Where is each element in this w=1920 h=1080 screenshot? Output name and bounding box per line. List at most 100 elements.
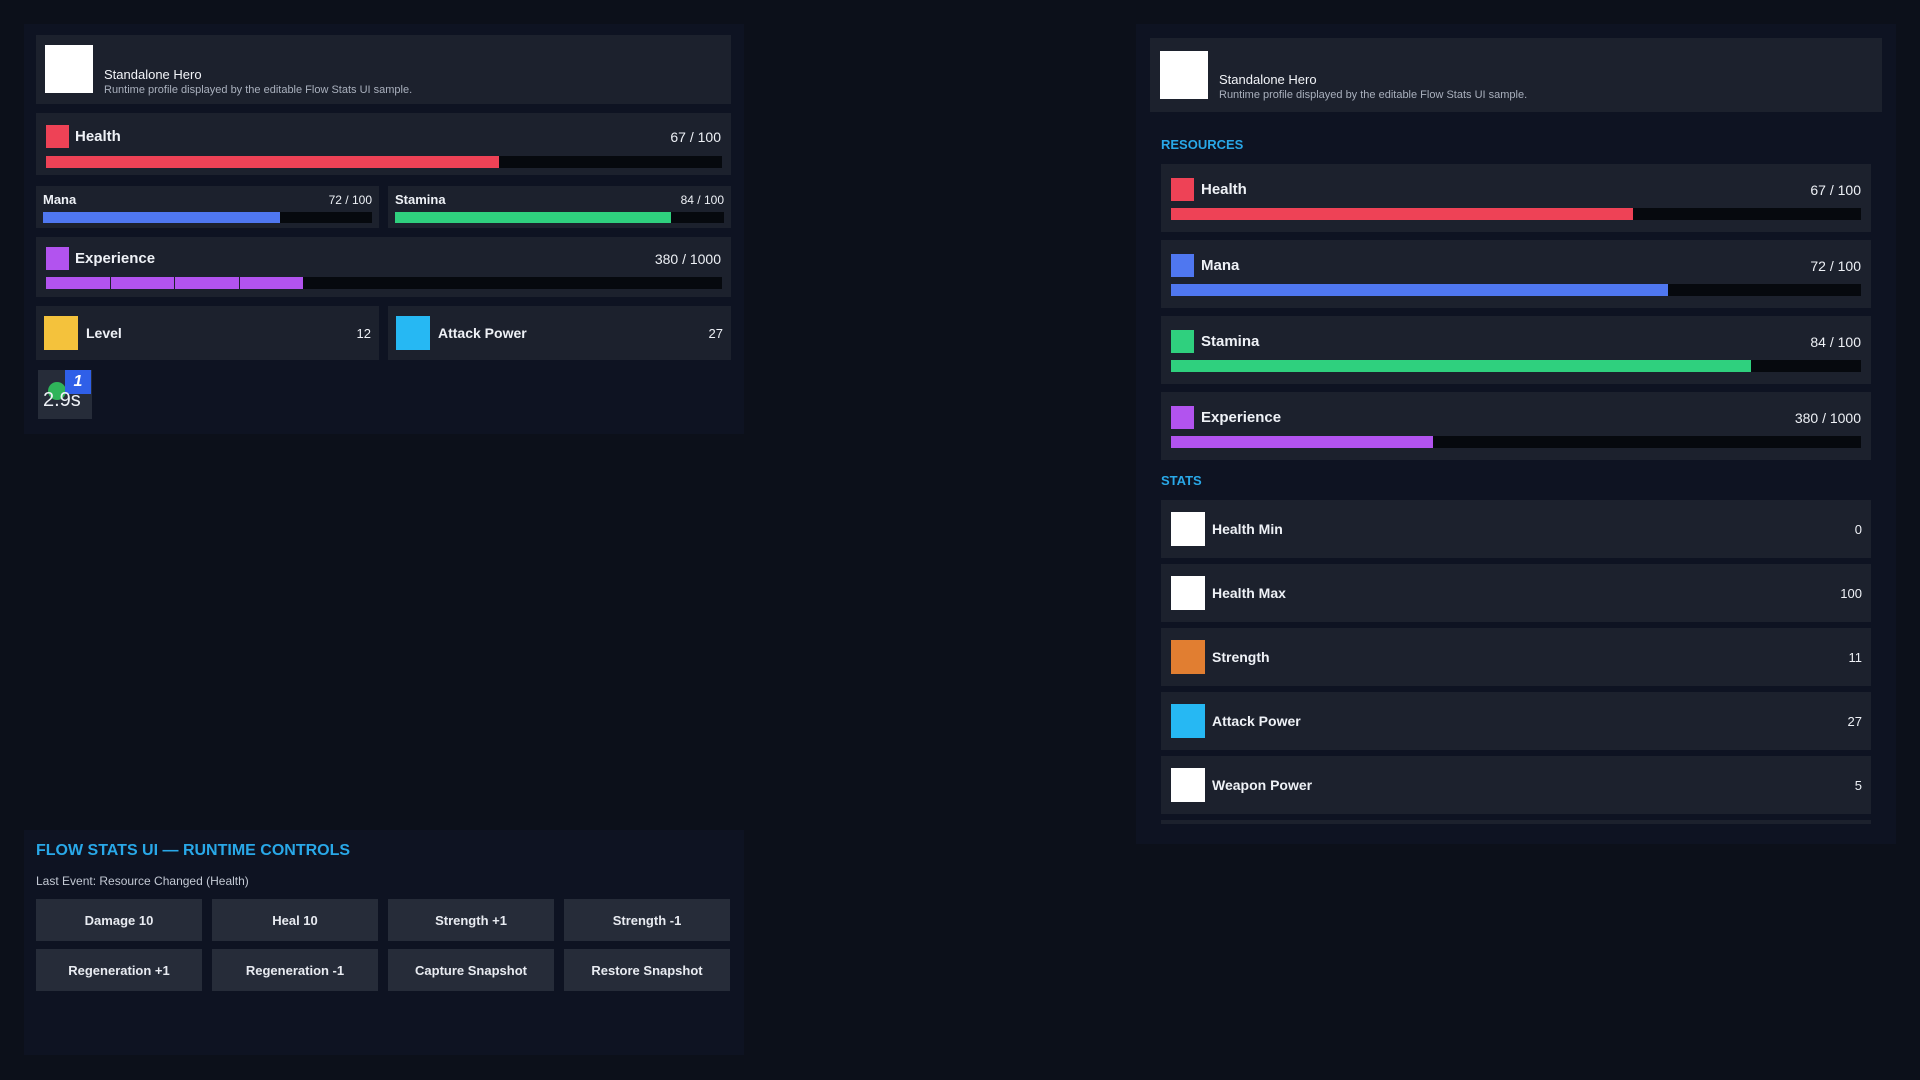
experience-value: 380 / 1000 bbox=[654, 251, 721, 267]
stamina-icon bbox=[1171, 330, 1194, 353]
stack-count-badge: 1 bbox=[65, 370, 91, 394]
stamina-bar bbox=[395, 212, 724, 223]
regeneration-plus-button[interactable]: Regeneration +1 bbox=[36, 949, 202, 991]
mana-label: Mana bbox=[1201, 257, 1240, 274]
stats-list-overflow-edge bbox=[1161, 820, 1871, 824]
mana-resource: Mana 72 / 100 bbox=[1161, 240, 1871, 308]
status-effect[interactable]: 1 2.9s bbox=[38, 370, 92, 419]
experience-bar bbox=[46, 277, 722, 289]
attack-power-label: Attack Power bbox=[438, 325, 527, 341]
experience-bar-segment-divider bbox=[238, 277, 240, 289]
experience-value: 380 / 1000 bbox=[1794, 410, 1861, 426]
health-bar-fill bbox=[46, 156, 499, 168]
experience-icon bbox=[1171, 406, 1194, 429]
mana-value: 72 / 100 bbox=[1810, 258, 1861, 274]
mana-icon bbox=[1171, 254, 1194, 277]
left-stats-panel: Standalone Hero Runtime profile displaye… bbox=[24, 24, 744, 434]
health-label: Health bbox=[1201, 181, 1247, 198]
experience-resource: Experience 380 / 1000 bbox=[1161, 392, 1871, 460]
experience-bar-segment-divider bbox=[110, 277, 112, 289]
attack-power-stat: Attack Power 27 bbox=[1161, 692, 1871, 750]
mana-value: 72 / 100 bbox=[328, 193, 372, 207]
strength-plus-button[interactable]: Strength +1 bbox=[388, 899, 554, 941]
resources-heading: RESOURCES bbox=[1161, 137, 1244, 152]
attack-power-label: Attack Power bbox=[1212, 713, 1301, 729]
stamina-bar bbox=[1171, 360, 1861, 372]
stamina-bar-fill bbox=[395, 212, 672, 223]
last-event-text: Last Event: Resource Changed (Health) bbox=[36, 874, 249, 888]
health-max-stat: Health Max 100 bbox=[1161, 564, 1871, 622]
level-value: 12 bbox=[356, 326, 371, 341]
strength-label: Strength bbox=[1212, 649, 1270, 665]
heal-10-button[interactable]: Heal 10 bbox=[212, 899, 378, 941]
health-bar bbox=[1171, 208, 1861, 220]
health-min-label: Health Min bbox=[1212, 521, 1283, 537]
regeneration-minus-button[interactable]: Regeneration -1 bbox=[212, 949, 378, 991]
level-label: Level bbox=[86, 325, 122, 341]
attack-power-icon bbox=[1171, 704, 1205, 738]
mana-resource: Mana 72 / 100 bbox=[36, 186, 379, 228]
attack-power-value: 27 bbox=[1847, 714, 1862, 729]
attack-power-value: 27 bbox=[708, 326, 723, 341]
level-stat: Level 12 bbox=[36, 306, 379, 360]
strength-stat: Strength 11 bbox=[1161, 628, 1871, 686]
mana-bar-fill bbox=[43, 212, 280, 223]
controls-title: FLOW STATS UI — RUNTIME CONTROLS bbox=[36, 842, 351, 859]
health-min-stat: Health Min 0 bbox=[1161, 500, 1871, 558]
strength-minus-button[interactable]: Strength -1 bbox=[564, 899, 730, 941]
profile-name: Standalone Hero bbox=[1219, 72, 1317, 87]
health-label: Health bbox=[75, 128, 121, 145]
strength-value: 11 bbox=[1848, 650, 1863, 665]
damage-10-button[interactable]: Damage 10 bbox=[36, 899, 202, 941]
weapon-power-stat: Weapon Power 5 bbox=[1161, 756, 1871, 814]
stamina-value: 84 / 100 bbox=[1810, 334, 1861, 350]
stamina-resource: Stamina 84 / 100 bbox=[388, 186, 731, 228]
effect-icon bbox=[48, 382, 66, 400]
profile-description: Runtime profile displayed by the editabl… bbox=[104, 84, 413, 96]
health-max-value: 100 bbox=[1840, 586, 1862, 601]
health-resource: Health 67 / 100 bbox=[1161, 164, 1871, 232]
stamina-bar-fill bbox=[1171, 360, 1751, 372]
experience-label: Experience bbox=[75, 250, 156, 267]
profile-card: Standalone Hero Runtime profile displaye… bbox=[1150, 38, 1882, 112]
health-bar bbox=[46, 156, 722, 168]
stats-heading: STATS bbox=[1161, 473, 1202, 488]
strength-icon bbox=[1171, 640, 1205, 674]
health-icon bbox=[46, 125, 69, 148]
experience-bar bbox=[1171, 436, 1861, 448]
experience-bar-segment-divider bbox=[174, 277, 176, 289]
health-min-value: 0 bbox=[1854, 522, 1862, 537]
avatar bbox=[1160, 51, 1208, 99]
weapon-power-value: 5 bbox=[1854, 778, 1862, 793]
mana-label: Mana bbox=[43, 192, 77, 207]
health-icon bbox=[1171, 178, 1194, 201]
attack-power-stat: Attack Power 27 bbox=[388, 306, 731, 360]
experience-icon bbox=[46, 247, 69, 270]
stamina-resource: Stamina 84 / 100 bbox=[1161, 316, 1871, 384]
weapon-power-icon bbox=[1171, 768, 1205, 802]
level-icon bbox=[44, 316, 78, 350]
mana-bar bbox=[43, 212, 372, 223]
health-value: 67 / 100 bbox=[670, 129, 721, 145]
runtime-controls-panel: FLOW STATS UI — RUNTIME CONTROLS Last Ev… bbox=[24, 830, 744, 1055]
profile-name: Standalone Hero bbox=[104, 67, 202, 82]
profile-card: Standalone Hero Runtime profile displaye… bbox=[36, 35, 731, 104]
health-max-icon bbox=[1171, 576, 1205, 610]
attack-power-icon bbox=[396, 316, 430, 350]
health-bar-fill bbox=[1171, 208, 1634, 220]
profile-description: Runtime profile displayed by the editabl… bbox=[1219, 89, 1528, 101]
stamina-label: Stamina bbox=[1201, 333, 1260, 350]
effect-timer: 2.9s bbox=[43, 389, 81, 411]
experience-label: Experience bbox=[1201, 409, 1282, 426]
stamina-value: 84 / 100 bbox=[680, 193, 724, 207]
mana-bar-fill bbox=[1171, 284, 1668, 296]
restore-snapshot-button[interactable]: Restore Snapshot bbox=[564, 949, 730, 991]
mana-bar bbox=[1171, 284, 1861, 296]
right-stats-panel: Standalone Hero Runtime profile displaye… bbox=[1136, 24, 1896, 844]
health-value: 67 / 100 bbox=[1810, 182, 1861, 198]
capture-snapshot-button[interactable]: Capture Snapshot bbox=[388, 949, 554, 991]
weapon-power-label: Weapon Power bbox=[1212, 777, 1313, 793]
avatar bbox=[45, 45, 93, 93]
experience-resource: Experience 380 / 1000 bbox=[36, 237, 731, 297]
health-resource: Health 67 / 100 bbox=[36, 113, 731, 175]
